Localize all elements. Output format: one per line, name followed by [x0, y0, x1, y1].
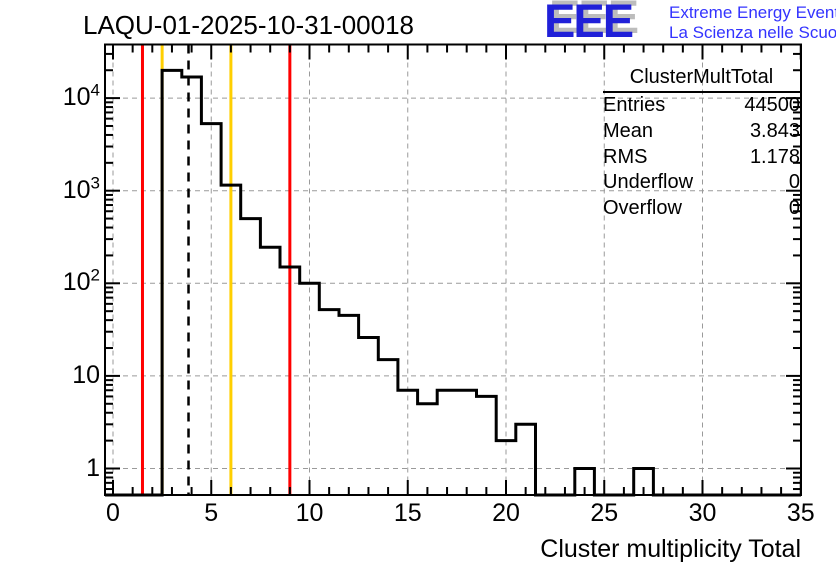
x-tick-label-15: 15 [393, 499, 422, 527]
y-tick-label-100: 102 [62, 265, 100, 297]
stats-value: 0 [788, 197, 800, 220]
y-tick-label-10: 10 [72, 360, 100, 389]
x-tick-label-5: 5 [204, 499, 219, 527]
y-tick-label-1000: 103 [62, 173, 100, 204]
stats-label: Mean [603, 119, 654, 142]
x-tick-label-10: 10 [295, 499, 324, 527]
plot-title: LAQU-01-2025-10-31-00018 [83, 10, 414, 40]
x-tick-label-30: 30 [688, 499, 717, 527]
plot-frame [104, 43, 802, 496]
stats-label: RMS [603, 145, 648, 168]
stats-row-underflow: Underflow 0 [603, 170, 800, 196]
stats-row-entries: Entries 44500 [603, 93, 800, 119]
stats-value: 0 [788, 171, 800, 194]
eee-logo: EEE [544, 0, 634, 47]
eee-logo-text-line1: Extreme Energy Events [669, 3, 836, 22]
stats-row-overflow: Overflow 0 [603, 196, 800, 222]
stats-value: 44500 [744, 94, 800, 116]
stats-label: Overflow [603, 197, 682, 220]
x-axis-title: Cluster multiplicity Total [540, 535, 801, 563]
histogram-step-line [105, 68, 801, 497]
stats-row-rms: RMS 1.178 [603, 145, 800, 171]
eee-logo-text-line2: La Scienza nelle Scuole [669, 23, 836, 42]
stats-value: 1.178 [749, 145, 800, 168]
x-tick-label-35: 35 [786, 499, 815, 527]
stats-value: 3.843 [749, 119, 800, 142]
x-tick-label-20: 20 [492, 499, 520, 527]
axis-ticks [105, 44, 802, 495]
x-tick-label-25: 25 [590, 499, 619, 527]
y-tick-label-10000: 104 [62, 80, 100, 112]
stats-title: ClusterMultTotal [603, 66, 800, 93]
stats-row-mean: Mean 3.843 [603, 119, 800, 145]
y-tick-label-1: 1 [86, 453, 100, 482]
stats-label: Entries [603, 94, 666, 116]
stats-label: Underflow [603, 171, 694, 194]
x-tick-label-0: 0 [106, 499, 120, 527]
stats-box: ClusterMultTotal Entries 44500 Mean 3.84… [603, 66, 800, 222]
